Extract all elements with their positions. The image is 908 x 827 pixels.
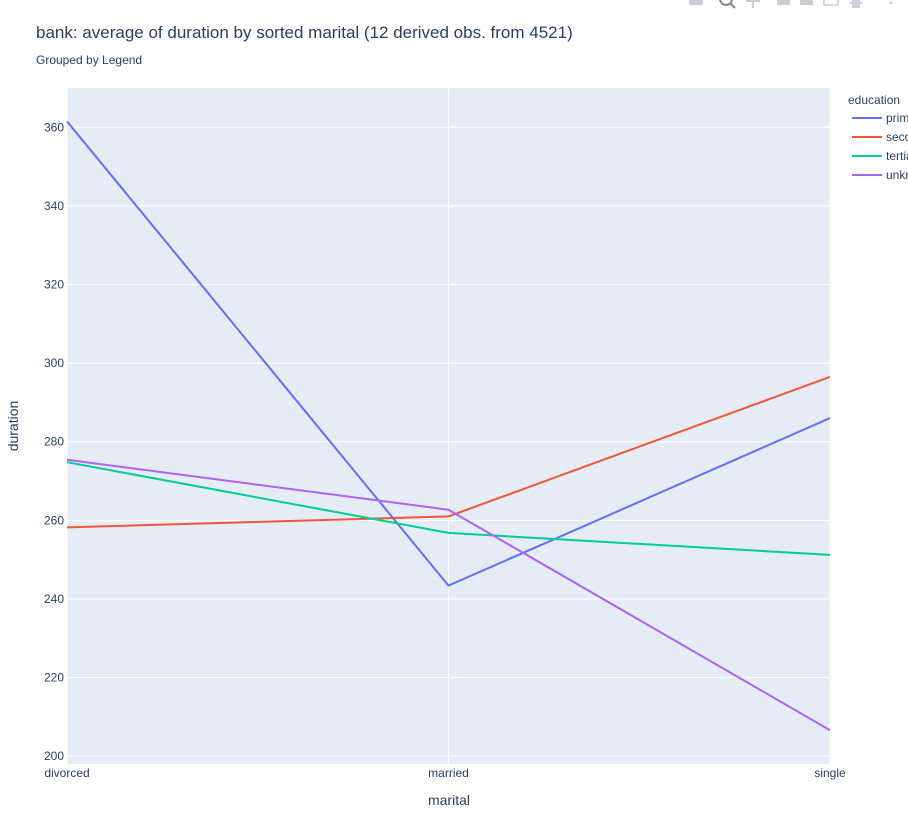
series-line-tertiary[interactable]: [66, 461, 831, 556]
camera-icon[interactable]: [689, 0, 703, 5]
x-tick-label: divorced: [44, 766, 89, 780]
legend-item-secondary[interactable]: secondary: [852, 130, 908, 144]
series-line-unknown[interactable]: [66, 458, 831, 732]
legend-title: education: [848, 93, 900, 107]
y-tick-label: 320: [44, 278, 64, 292]
x-axis-ticks: divorced married single: [44, 766, 846, 780]
y-axis-ticks: 200 220 240 260 280 300 320 340 360: [44, 120, 64, 763]
zoom-icon[interactable]: [719, 0, 736, 9]
legend-label: primary: [886, 111, 908, 125]
legend-item-tertiary[interactable]: tertiary: [852, 149, 908, 163]
chart-subtitle: Grouped by Legend: [36, 53, 142, 67]
y-tick-label: 300: [44, 356, 64, 370]
box-select-icon[interactable]: [777, 0, 790, 5]
y-tick-label: 220: [44, 671, 64, 685]
x-axis-title: marital: [428, 792, 470, 808]
pan-icon[interactable]: [746, 0, 760, 8]
legend-label: tertiary: [886, 149, 908, 163]
legend-entries: primary secondary tertiary unknown: [852, 111, 908, 182]
modebar: [689, 0, 893, 9]
x-tick-label: married: [428, 766, 469, 780]
autoscale-icon[interactable]: [823, 0, 839, 6]
x-tick-label: single: [814, 766, 846, 780]
y-tick-label: 360: [44, 120, 64, 134]
y-tick-label: 240: [44, 592, 64, 606]
series-lines: [66, 120, 831, 732]
legend-label: secondary: [886, 130, 908, 144]
legend: education primary secondary tertiary unknow…: [848, 93, 908, 182]
chart-title: bank: average of duration by sorted mari…: [36, 23, 573, 42]
y-tick-label: 260: [44, 513, 64, 527]
series-line-secondary[interactable]: [66, 375, 831, 529]
y-tick-label: 340: [44, 199, 64, 213]
y-tick-label: 280: [44, 435, 64, 449]
grid: [66, 88, 831, 764]
home-icon[interactable]: [849, 0, 863, 8]
legend-item-primary[interactable]: primary: [852, 111, 908, 125]
legend-label: unknown: [886, 168, 908, 182]
series-line-primary[interactable]: [66, 120, 831, 587]
y-tick-label: 200: [44, 749, 64, 763]
more-icon[interactable]: [889, 0, 893, 5]
y-axis-title: duration: [5, 401, 21, 452]
lasso-icon[interactable]: [800, 0, 813, 5]
legend-item-unknown[interactable]: unknown: [852, 168, 908, 182]
